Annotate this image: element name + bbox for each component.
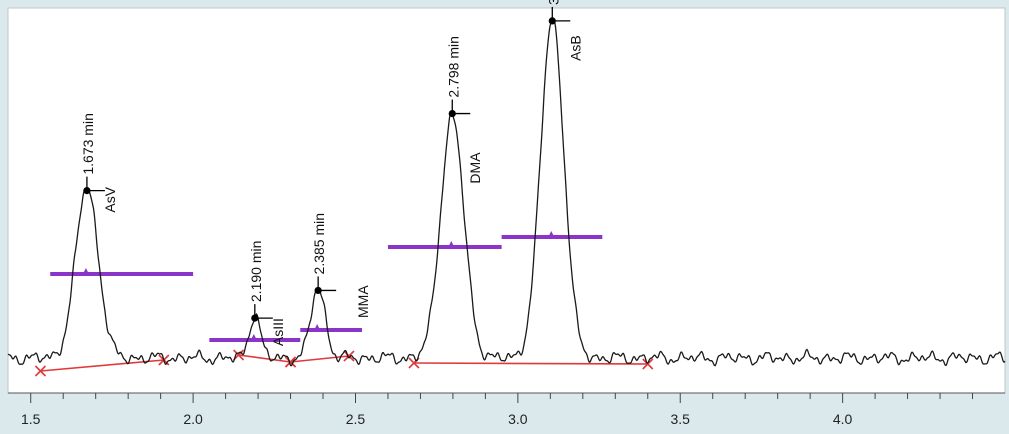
- baseline-end-marker: [642, 358, 654, 370]
- peak-rt-label: 1.673 min: [80, 113, 96, 174]
- x-tick-label: 2.5: [346, 411, 366, 427]
- peak-labels: 1.673 min AsV 2.190 min AsIII 2.385 min MMA 2.…: [80, 0, 583, 346]
- baseline-end-marker: [34, 365, 47, 377]
- half-height-bars: [50, 231, 603, 342]
- peak-name-label: DMA: [467, 152, 483, 184]
- x-tick-label: 3.0: [508, 411, 528, 427]
- x-tick-label: 4.0: [833, 411, 853, 427]
- peak-apex-markers: [83, 6, 571, 322]
- peak-name-label: MMA: [355, 285, 371, 318]
- half-height-marker: [81, 268, 90, 276]
- peak-rt-label: 2.798 min: [445, 36, 461, 97]
- baseline-end-marker: [284, 356, 297, 368]
- half-height-marker: [547, 231, 556, 239]
- x-axis-ticks: 1.5 2.0 2.5 3.0 3.5 4.0: [21, 393, 974, 427]
- peak-rt-label: 2.190 min: [248, 241, 264, 302]
- baseline-segment: [238, 354, 291, 363]
- x-tick-label: 2.0: [183, 411, 203, 427]
- baseline-segment: [290, 355, 350, 363]
- half-height-marker: [447, 241, 456, 249]
- peak-name-label: AsB: [567, 35, 583, 61]
- peak-rt-label: 2.385 min: [311, 213, 327, 274]
- baseline-end-marker: [343, 350, 355, 362]
- x-tick-label: 1.5: [21, 411, 41, 427]
- plot-area: [7, 7, 1006, 394]
- peak-name-label: AsV: [102, 186, 118, 212]
- x-tick-label: 3.5: [671, 411, 691, 427]
- half-height-marker: [249, 334, 258, 342]
- peak-name-label: AsIII: [270, 318, 286, 346]
- half-height-marker: [313, 324, 322, 332]
- baseline-segment: [413, 362, 648, 365]
- chromatogram-trace: [7, 19, 1006, 367]
- peak-rt-label: 3.106 min: [545, 0, 561, 5]
